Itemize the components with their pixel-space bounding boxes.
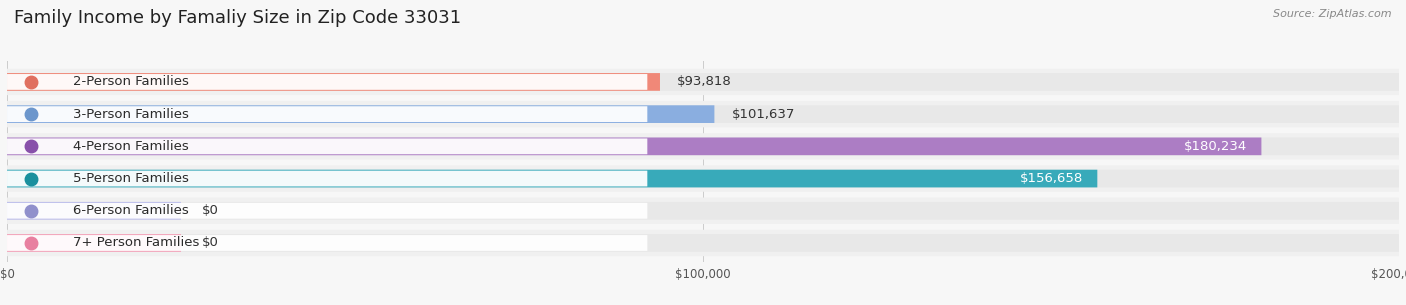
FancyBboxPatch shape — [7, 234, 181, 252]
FancyBboxPatch shape — [7, 171, 647, 186]
Text: 3-Person Families: 3-Person Families — [73, 108, 188, 121]
Text: 5-Person Families: 5-Person Families — [73, 172, 188, 185]
FancyBboxPatch shape — [7, 138, 1261, 155]
FancyBboxPatch shape — [7, 101, 1399, 127]
FancyBboxPatch shape — [7, 106, 647, 122]
FancyBboxPatch shape — [7, 230, 1399, 256]
FancyBboxPatch shape — [7, 234, 1399, 252]
Text: Family Income by Famaliy Size in Zip Code 33031: Family Income by Famaliy Size in Zip Cod… — [14, 9, 461, 27]
FancyBboxPatch shape — [7, 73, 1399, 91]
FancyBboxPatch shape — [7, 73, 659, 91]
FancyBboxPatch shape — [7, 170, 1097, 187]
Text: 7+ Person Families: 7+ Person Families — [73, 236, 200, 249]
FancyBboxPatch shape — [7, 202, 181, 220]
Text: Source: ZipAtlas.com: Source: ZipAtlas.com — [1274, 9, 1392, 19]
Text: 6-Person Families: 6-Person Families — [73, 204, 188, 217]
FancyBboxPatch shape — [7, 133, 1399, 160]
FancyBboxPatch shape — [7, 105, 1399, 123]
FancyBboxPatch shape — [7, 138, 647, 154]
Text: 2-Person Families: 2-Person Families — [73, 75, 188, 88]
FancyBboxPatch shape — [7, 170, 1399, 187]
FancyBboxPatch shape — [7, 74, 647, 90]
FancyBboxPatch shape — [7, 138, 1399, 155]
Text: $101,637: $101,637 — [731, 108, 796, 121]
Text: 4-Person Families: 4-Person Families — [73, 140, 188, 153]
FancyBboxPatch shape — [7, 202, 1399, 220]
Text: $93,818: $93,818 — [678, 75, 733, 88]
FancyBboxPatch shape — [7, 105, 714, 123]
Text: $156,658: $156,658 — [1021, 172, 1084, 185]
FancyBboxPatch shape — [7, 203, 647, 219]
FancyBboxPatch shape — [7, 69, 1399, 95]
Text: $0: $0 — [202, 236, 219, 249]
Text: $0: $0 — [202, 204, 219, 217]
FancyBboxPatch shape — [7, 235, 647, 251]
Text: $180,234: $180,234 — [1184, 140, 1247, 153]
FancyBboxPatch shape — [7, 165, 1399, 192]
FancyBboxPatch shape — [7, 198, 1399, 224]
